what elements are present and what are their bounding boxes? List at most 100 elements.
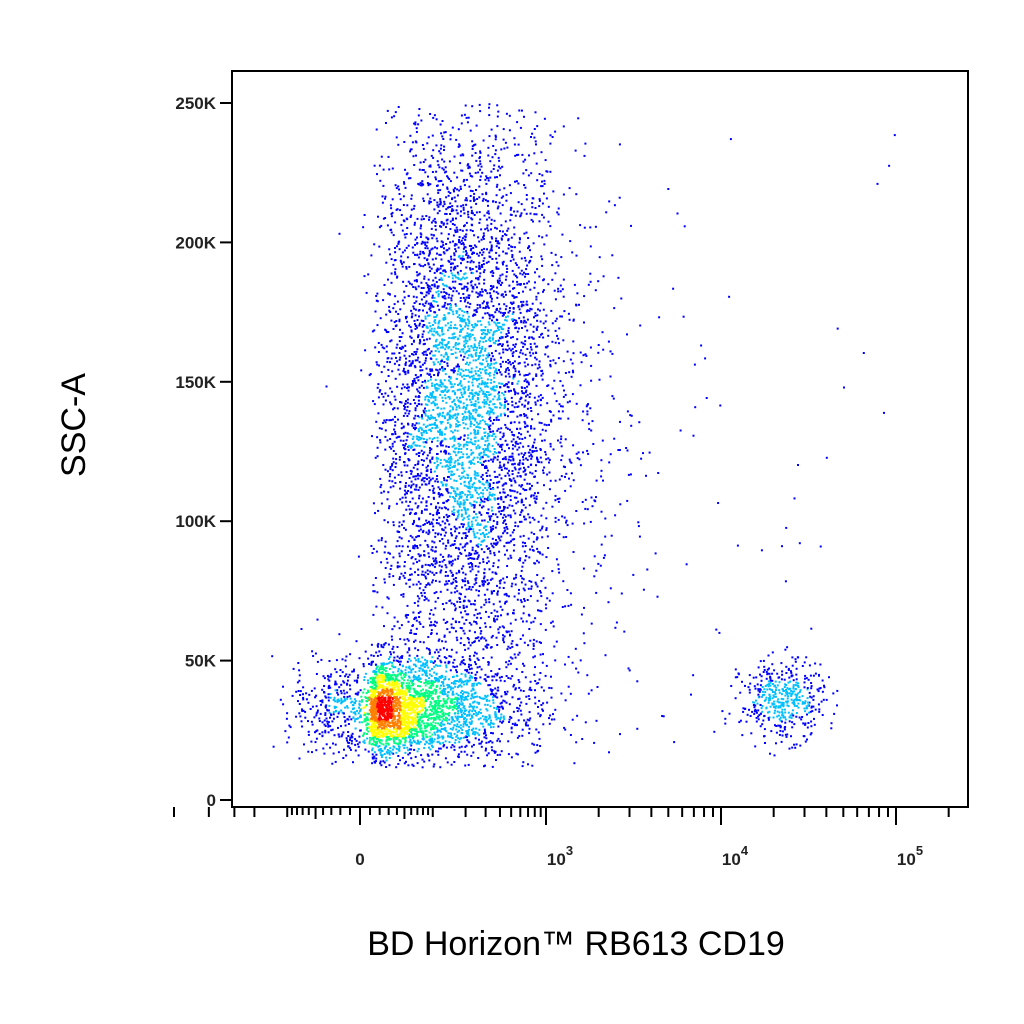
event-point: [496, 592, 499, 595]
event-point: [472, 374, 475, 377]
event-point: [436, 267, 439, 270]
event-point: [480, 362, 483, 365]
event-point: [403, 638, 406, 641]
event-point: [418, 497, 420, 500]
event-point: [523, 335, 526, 338]
event-point: [461, 467, 464, 470]
event-point: [470, 212, 473, 214]
event-point: [414, 444, 417, 447]
event-point: [469, 398, 472, 401]
event-point: [462, 293, 465, 295]
event-point: [468, 600, 471, 603]
event-point: [434, 228, 437, 231]
event-point: [468, 392, 471, 395]
event-point: [524, 468, 527, 471]
event-point: [460, 210, 462, 213]
event-point: [431, 333, 434, 336]
event-point: [557, 563, 560, 566]
event-point: [419, 528, 422, 531]
event-point: [444, 417, 446, 420]
event-point: [618, 196, 621, 199]
event-point: [464, 595, 467, 598]
event-point: [559, 441, 562, 444]
event-point: [486, 385, 489, 388]
event-point: [467, 324, 470, 327]
event-point: [447, 329, 449, 332]
event-point: [418, 559, 421, 562]
event-point: [446, 648, 448, 651]
event-point: [453, 508, 455, 511]
event-point: [393, 476, 396, 479]
event-point: [513, 538, 516, 541]
event-point: [458, 424, 461, 426]
event-point: [539, 715, 542, 718]
event-point: [390, 281, 393, 284]
event-point: [503, 147, 506, 150]
event-point: [457, 384, 459, 386]
event-point: [524, 286, 527, 289]
event-point: [428, 649, 431, 652]
event-point: [478, 275, 481, 278]
event-point: [451, 333, 454, 336]
event-point: [426, 395, 429, 397]
event-point: [546, 402, 549, 405]
event-point: [513, 683, 516, 686]
event-point: [496, 169, 499, 172]
event-point: [386, 612, 389, 615]
event-point: [456, 365, 459, 368]
event-point: [467, 521, 470, 524]
event-point: [547, 283, 550, 286]
event-point: [453, 244, 456, 247]
event-point: [475, 366, 478, 369]
event-point: [523, 319, 526, 322]
event-point: [457, 145, 460, 148]
event-point: [410, 573, 413, 576]
event-point: [510, 440, 513, 443]
event-point: [422, 453, 424, 456]
event-point: [437, 344, 440, 346]
event-point: [571, 362, 574, 365]
event-point: [503, 545, 506, 548]
event-point: [464, 443, 467, 446]
event-point: [545, 527, 548, 530]
event-point: [556, 498, 559, 501]
event-point: [434, 562, 437, 565]
event-point: [464, 577, 467, 580]
event-point: [497, 328, 500, 331]
event-point: [421, 303, 424, 306]
event-point: [468, 410, 471, 413]
event-point: [479, 168, 481, 171]
event-point: [549, 479, 552, 482]
event-point: [453, 464, 456, 467]
event-point: [413, 632, 416, 635]
event-point: [522, 662, 524, 665]
event-point: [530, 495, 533, 498]
event-point: [479, 617, 482, 620]
event-point: [587, 283, 590, 286]
event-point: [506, 613, 509, 616]
event-point: [454, 404, 457, 406]
event-point: [519, 467, 522, 470]
event-point: [517, 500, 520, 503]
event-point: [431, 477, 434, 480]
event-point: [466, 349, 469, 352]
event-point: [617, 449, 620, 451]
event-point: [537, 609, 539, 612]
event-point: [526, 407, 529, 410]
event-point: [430, 396, 433, 399]
event-point: [434, 386, 437, 389]
event-point: [415, 353, 417, 356]
event-point: [536, 399, 539, 402]
event-point: [494, 513, 497, 516]
event-point: [426, 182, 429, 185]
event-point: [423, 277, 426, 280]
event-point: [431, 416, 434, 419]
event-point: [409, 511, 412, 514]
event-point: [405, 482, 407, 485]
event-point: [500, 328, 503, 330]
event-point: [535, 298, 538, 301]
event-point: [440, 422, 443, 425]
event-point: [415, 127, 418, 130]
event-point: [393, 428, 396, 431]
event-point: [570, 603, 573, 606]
